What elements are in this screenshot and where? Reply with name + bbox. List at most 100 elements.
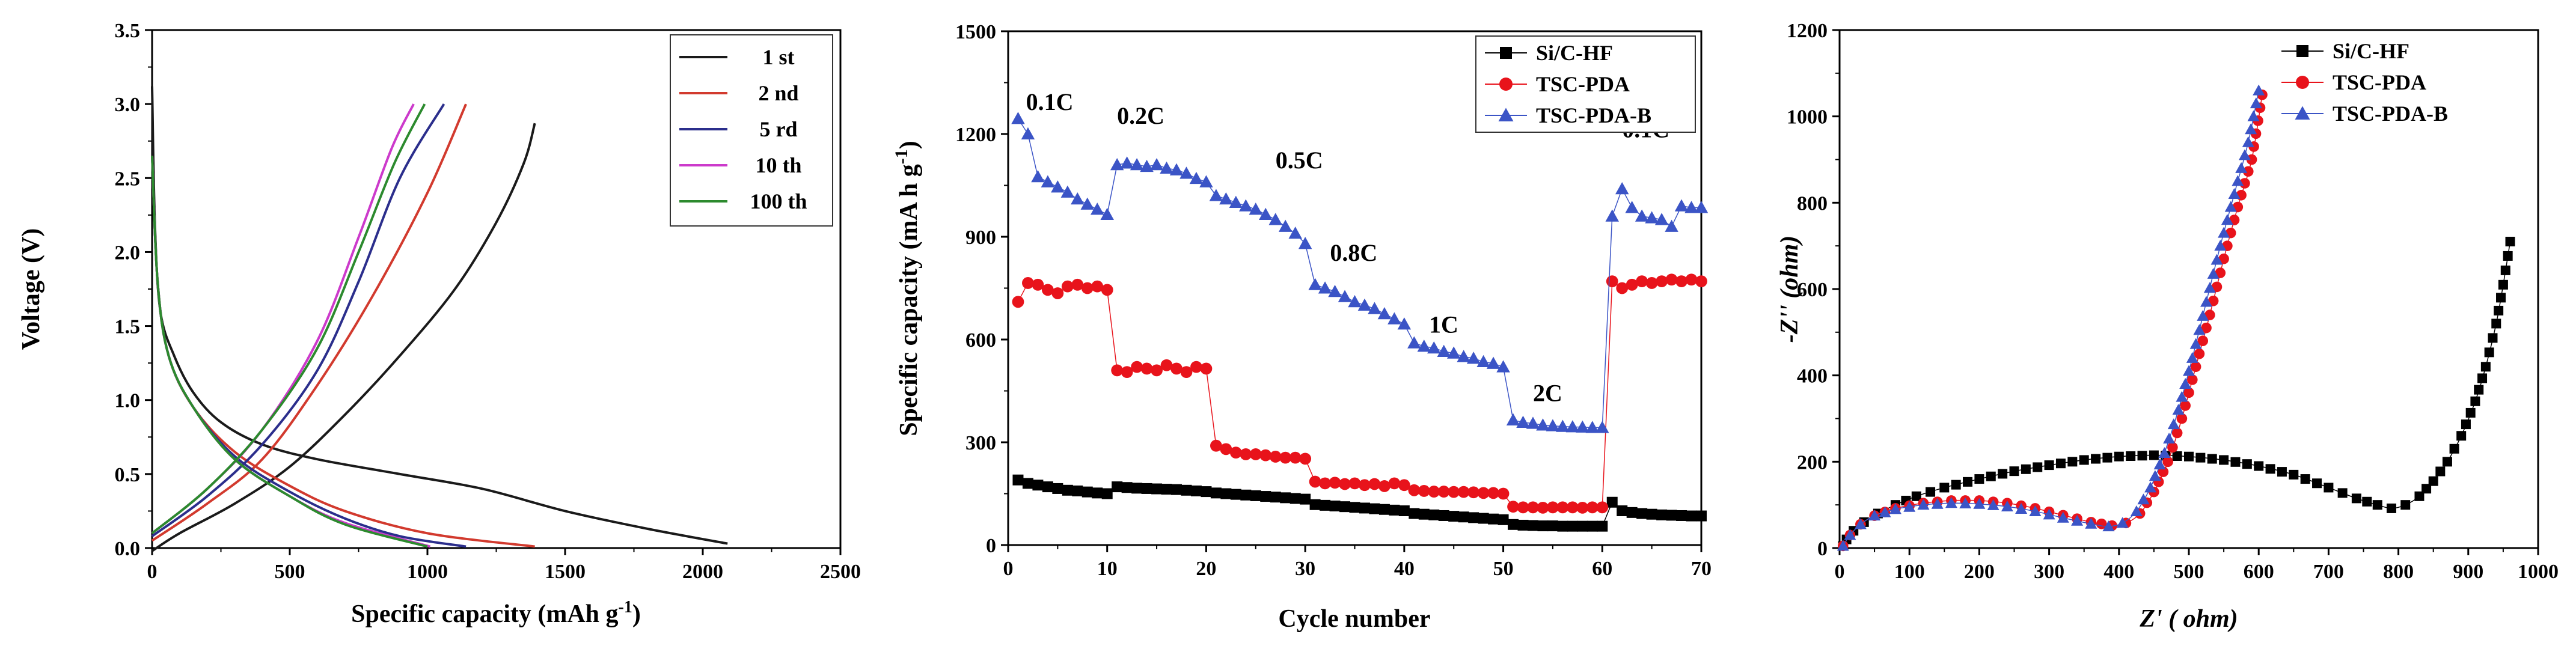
p3-data-point: [2214, 240, 2227, 251]
p2-data-point: [1339, 501, 1351, 513]
p2-data-point: [1080, 197, 1095, 210]
p2-data-point: [1517, 501, 1529, 514]
p3-data-point: [2277, 467, 2287, 477]
p1-curve-charge: [151, 103, 467, 542]
p1-legend-label: 10 th: [755, 153, 801, 177]
p1-x-ticks: 0 500 1000 1500 2000 2500: [147, 548, 861, 583]
p2-legend-label: Si/C-HF: [1536, 41, 1613, 65]
p2-data-point: [1605, 209, 1620, 222]
p3-data-point: [2442, 457, 2452, 467]
p3-x-tick-label: 500: [2174, 561, 2204, 583]
p2-data-point: [1348, 295, 1362, 308]
p2-data-point: [1448, 486, 1460, 498]
p3-data-point: [2167, 442, 2178, 453]
p3-data-point: [2207, 454, 2217, 464]
p3-legend-marker: [2296, 45, 2308, 57]
p2-data-point: [1161, 484, 1172, 495]
p3-legend-marker: [2295, 106, 2310, 120]
p2-data-point: [1446, 346, 1461, 359]
p2-y-tick-label: 300: [965, 432, 996, 454]
p2-data-point: [1209, 189, 1223, 201]
p1-legend-label: 2 nd: [758, 81, 798, 105]
p3-data-point: [2218, 227, 2230, 238]
p2-data-point: [1081, 486, 1093, 498]
p3-data-point: [2242, 166, 2254, 177]
p2-data-point: [1338, 290, 1352, 302]
p3-data-point: [1868, 510, 1881, 521]
p2-data-point: [1388, 477, 1401, 490]
p3-data-point: [2491, 318, 2501, 329]
p3-x-tick-label: 700: [2313, 561, 2344, 583]
p2-data-point: [1466, 352, 1481, 364]
p3-data-point: [2044, 460, 2054, 471]
p2-data-point: [1189, 171, 1204, 184]
p3-data-point: [2218, 253, 2229, 264]
p2-data-point: [1686, 510, 1697, 522]
p2-data-point: [1674, 199, 1689, 212]
p2-data-point: [1508, 519, 1519, 530]
p2-y-axis-label: Specific capacity (mA h g-1): [892, 141, 923, 436]
p2-data-point: [1487, 487, 1500, 499]
p3-data-point: [2167, 418, 2180, 430]
p2-data-point: [1041, 284, 1054, 296]
p1-y-tick-label: 0.5: [115, 464, 141, 486]
p3-x-tick-label: 0: [1835, 561, 1845, 583]
p3-x-tick-label: 100: [1894, 561, 1925, 583]
p3-data-point: [1889, 503, 1901, 514]
p3-data-point: [2130, 505, 2143, 516]
p3-data-point: [2102, 452, 2113, 463]
p1-curve-discharge: [151, 156, 428, 548]
p3-x-tick-label: 400: [2103, 561, 2134, 583]
p2-data-point: [1527, 501, 1539, 514]
p2-data-point: [1201, 486, 1212, 498]
p3-data-point: [1963, 477, 1973, 487]
p2-legend-entries: Si/C-HF TSC-PDA TSC-PDA-B: [1485, 41, 1651, 127]
p3-data-point: [2503, 251, 2513, 261]
p2-data-point: [1240, 448, 1252, 460]
p2-data-point: [1645, 277, 1658, 289]
p3-data-point: [2203, 282, 2216, 293]
p2-data-point: [1576, 501, 1589, 514]
p2-data-point: [1250, 490, 1261, 501]
p2-data-point: [1121, 366, 1133, 379]
p2-data-point: [1111, 364, 1124, 377]
p2-y-tick-label: 0: [986, 535, 996, 557]
p2-data-point: [1240, 489, 1252, 501]
p2-y-tick-label: 900: [965, 227, 996, 249]
p2-data-point: [1081, 282, 1094, 294]
p3-data-point: [2500, 265, 2510, 275]
p3-y-tick-label: 400: [1797, 365, 1828, 388]
p2-data-point: [1467, 486, 1480, 499]
p1-y-tick-label: 2.5: [115, 168, 141, 190]
p3-x-ticks: 0 100 200 300 400 500 600 700 800 900 1000: [1835, 548, 2559, 583]
p2-data-point: [1329, 501, 1341, 512]
p2-data-point: [1536, 418, 1550, 431]
p2-data-point: [1656, 275, 1668, 287]
p2-data-point: [1052, 483, 1063, 494]
p3-data-point: [1903, 501, 1916, 512]
p2-data-point: [1051, 287, 1064, 299]
p3-data-point: [2126, 451, 2136, 461]
p3-data-point: [2254, 461, 2264, 471]
p3-data-point: [2300, 474, 2310, 484]
p1-x-tick-label: 1000: [407, 561, 448, 583]
panel-rate-capability: 0 10 20 30 40 50 60 70 0 300 600 900 1200 1500 0.1C 0…: [892, 21, 1712, 633]
p2-data-point: [1140, 159, 1154, 172]
p2-data-point: [1617, 505, 1628, 516]
p3-data-point: [2043, 508, 2055, 520]
p3-y-tick-label: 600: [1797, 279, 1828, 301]
p2-data-point: [1348, 477, 1361, 490]
p3-data-point: [2265, 464, 2275, 474]
p3-data-point: [2221, 214, 2233, 225]
p1-legend-label: 5 rd: [760, 117, 798, 141]
p2-data-point: [1032, 278, 1044, 291]
p2-x-tick-label: 60: [1592, 558, 1612, 580]
p3-data-point: [2079, 455, 2089, 465]
p3-series-line: [1843, 90, 2259, 546]
p2-data-point: [1220, 443, 1232, 456]
p2-data-point: [1259, 449, 1272, 462]
p3-data-point: [2496, 293, 2506, 303]
p3-data-point: [1945, 497, 1957, 508]
p2-data-point: [1457, 350, 1470, 362]
p2-x-tick-label: 50: [1493, 558, 1514, 580]
